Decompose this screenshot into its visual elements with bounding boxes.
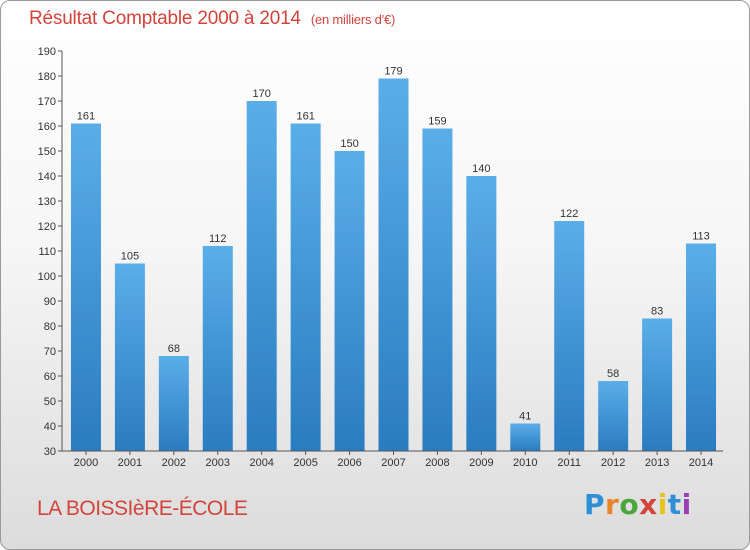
bar-value-label: 105	[121, 251, 139, 263]
bar-value-label: 179	[384, 66, 402, 78]
bar-2004	[246, 101, 277, 451]
y-tick-label: 180	[38, 71, 56, 83]
logo-letter: t	[667, 488, 682, 521]
bar-2005	[290, 123, 321, 451]
bar-value-label: 159	[428, 116, 446, 128]
chart-unit: (en milliers d'€)	[310, 12, 396, 27]
x-tick-label: 2010	[513, 457, 537, 469]
x-tick-label: 2002	[162, 457, 186, 469]
bar-2011	[554, 221, 585, 451]
bar-2000	[70, 123, 101, 451]
y-tick-label: 120	[38, 221, 56, 233]
bar-2009	[466, 176, 497, 451]
bar-2014	[686, 243, 717, 451]
y-tick-label: 80	[44, 321, 56, 333]
y-tick-label: 40	[44, 421, 56, 433]
bar-value-label: 58	[607, 368, 619, 380]
logo-letter: i	[657, 488, 668, 521]
x-tick-label: 2009	[469, 457, 493, 469]
y-axis: 30 40 50 60 70 80 90 100 110 120 130 140 150 160 170 18…	[38, 46, 63, 458]
bar-2001	[114, 263, 145, 451]
x-tick-label: 2007	[381, 457, 405, 469]
bar-2003	[202, 246, 233, 451]
y-tick-label: 160	[38, 121, 56, 133]
chart-title-text: Résultat Comptable 2000 à 2014	[29, 8, 301, 29]
y-tick-label: 70	[44, 346, 56, 358]
bar-value-label: 122	[560, 208, 578, 220]
x-tick-label: 2013	[645, 457, 669, 469]
bar-2013	[642, 318, 673, 451]
bar-value-label: 140	[472, 163, 490, 175]
x-tick-label: 2004	[249, 457, 273, 469]
bars: 161 105 68 112 170 161 150 179 159 140 41 122 58 83 11…	[70, 66, 717, 451]
bar-value-label: 170	[253, 88, 271, 100]
bar-value-label: 113	[692, 231, 710, 243]
x-tick-label: 2000	[74, 457, 98, 469]
logo-letter: P	[584, 488, 606, 521]
y-tick-label: 100	[38, 271, 56, 283]
chart-title: Résultat Comptable 2000 à 2014 (en millie…	[29, 8, 395, 30]
bar-2012	[598, 381, 629, 451]
y-tick-label: 140	[38, 171, 56, 183]
y-tick-label: 50	[44, 396, 56, 408]
y-tick-label: 150	[38, 146, 56, 158]
logo-letter: x	[639, 488, 658, 521]
y-tick-label: 110	[38, 246, 56, 258]
bar-2007	[378, 78, 409, 451]
x-tick-label: 2011	[557, 457, 581, 469]
bar-2010	[510, 423, 541, 451]
bar-2002	[158, 356, 189, 451]
x-tick-label: 2008	[425, 457, 449, 469]
logo-letter: o	[619, 488, 640, 521]
bar-value-label: 161	[77, 111, 95, 123]
bar-value-label: 150	[340, 138, 358, 150]
bar-2008	[422, 128, 453, 451]
y-tick-label: 170	[38, 96, 56, 108]
bar-value-label: 41	[519, 411, 531, 423]
y-tick-label: 60	[44, 371, 56, 383]
y-tick-label: 90	[44, 296, 56, 308]
bar-value-label: 83	[651, 306, 663, 318]
town-name: LA BOISSIèRE-ÉCOLE	[37, 497, 248, 520]
logo-letter: i	[681, 488, 692, 521]
x-tick-label: 2006	[337, 457, 361, 469]
x-tick-label: 2012	[601, 457, 625, 469]
x-axis: 2000 2001 2002 2003 2004 2005 2006 2007 2008 2009…	[62, 450, 723, 469]
y-tick-label: 130	[38, 196, 56, 208]
proxiti-logo[interactable]: Proxiti	[584, 488, 692, 521]
bar-value-label: 112	[209, 233, 227, 245]
y-tick-label: 30	[44, 446, 56, 458]
bar-value-label: 68	[168, 343, 180, 355]
bar-value-label: 161	[296, 111, 314, 123]
x-tick-label: 2014	[689, 457, 713, 469]
x-tick-label: 2003	[206, 457, 230, 469]
bar-2006	[334, 151, 365, 451]
x-tick-label: 2005	[293, 457, 317, 469]
logo-letter: r	[605, 488, 620, 521]
y-tick-label: 190	[38, 46, 56, 58]
x-tick-label: 2001	[118, 457, 142, 469]
